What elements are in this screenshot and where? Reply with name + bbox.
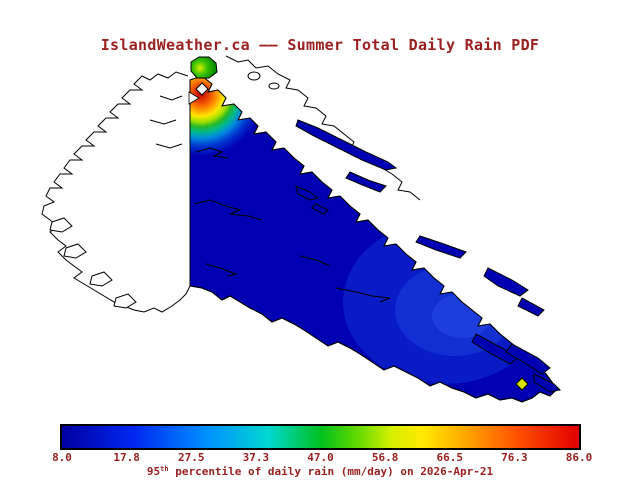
colorbar-tick: 66.5 — [436, 451, 464, 464]
north-green-patch — [190, 56, 218, 79]
coast-notch — [188, 91, 200, 105]
vancouver-island-field — [189, 75, 557, 403]
colorbar-tick: 56.8 — [371, 451, 399, 464]
caption-text: percentile of daily rain (mm/day) on 202… — [168, 465, 494, 478]
mainland-coastline — [225, 55, 421, 201]
caption-ordinal: th — [160, 465, 169, 473]
colorbar-tick: 37.3 — [242, 451, 270, 464]
colorbar-tick: 17.8 — [113, 451, 140, 464]
colorbar-tick: 47.0 — [307, 451, 334, 464]
victoria-station-marker — [515, 377, 529, 391]
west-coastline — [41, 71, 191, 313]
caption-number: 95 — [146, 465, 161, 478]
colorbar — [60, 424, 581, 450]
colorbar-tick: 86.0 — [565, 451, 593, 464]
colorbar-tick: 76.3 — [501, 451, 528, 464]
colorbar-tick: 27.5 — [178, 451, 205, 464]
colorbar-ticks: 8.0 17.8 27.5 37.3 47.0 56.8 66.5 76.3 86.0 — [52, 451, 592, 464]
lighter-blue-region-core — [432, 294, 492, 338]
rain-map — [41, 55, 562, 403]
plot-title: IslandWeather.ca —— Summer Total Daily R… — [100, 36, 540, 54]
colorbar-tick: 8.0 — [52, 451, 72, 464]
caption: 95th percentile of daily rain (mm/day) o… — [0, 465, 640, 478]
strait-islands — [295, 119, 562, 393]
hotspot-station-marker — [195, 82, 209, 96]
